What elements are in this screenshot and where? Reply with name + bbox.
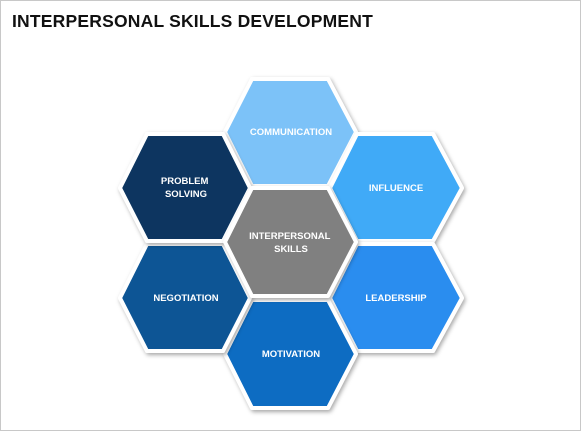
- hex-problem-solving-label: PROBLEM SOLVING: [161, 176, 211, 200]
- hex-problem-solving-label-line-1: PROBLEM: [161, 176, 209, 187]
- hex-negotiation-shape: [118, 242, 252, 353]
- hex-problem-solving-shape: [118, 132, 252, 243]
- slide-title: INTERPERSONAL SKILLS DEVELOPMENT: [12, 11, 373, 31]
- hex-motivation: MOTIVATION: [223, 298, 358, 410]
- hex-leadership-shape: [328, 242, 464, 353]
- hex-influence: INFLUENCE: [328, 132, 464, 243]
- hex-motivation-label-line: MOTIVATION: [262, 349, 320, 360]
- hex-leadership-label-line: LEADERSHIP: [365, 293, 427, 304]
- hex-negotiation-label: NEGOTIATION: [153, 293, 218, 304]
- hex-influence-label: INFLUENCE: [369, 183, 423, 194]
- hex-communication-label-line: COMMUNICATION: [250, 127, 332, 138]
- hex-negotiation-label-line: NEGOTIATION: [153, 293, 218, 304]
- hex-motivation-shape: [223, 298, 358, 410]
- hex-center: INTERPERSONAL SKILLS: [223, 186, 358, 298]
- hex-influence-label-line: INFLUENCE: [369, 183, 423, 194]
- hex-negotiation: NEGOTIATION: [118, 242, 252, 353]
- hex-problem-solving-label-line-2: SOLVING: [165, 189, 207, 200]
- hex-communication: COMMUNICATION: [223, 77, 358, 188]
- hex-leadership-label: LEADERSHIP: [365, 293, 427, 304]
- hex-motivation-label: MOTIVATION: [262, 349, 320, 360]
- hex-communication-label: COMMUNICATION: [250, 127, 332, 138]
- hex-leadership: LEADERSHIP: [328, 242, 464, 353]
- hex-center-shape: [223, 186, 358, 298]
- hex-center-label-line-1: INTERPERSONAL: [249, 231, 330, 242]
- hex-center-label: INTERPERSONAL SKILLS: [249, 231, 333, 255]
- hex-problem-solving: PROBLEM SOLVING: [118, 132, 252, 243]
- hex-center-label-line-2: SKILLS: [274, 244, 308, 255]
